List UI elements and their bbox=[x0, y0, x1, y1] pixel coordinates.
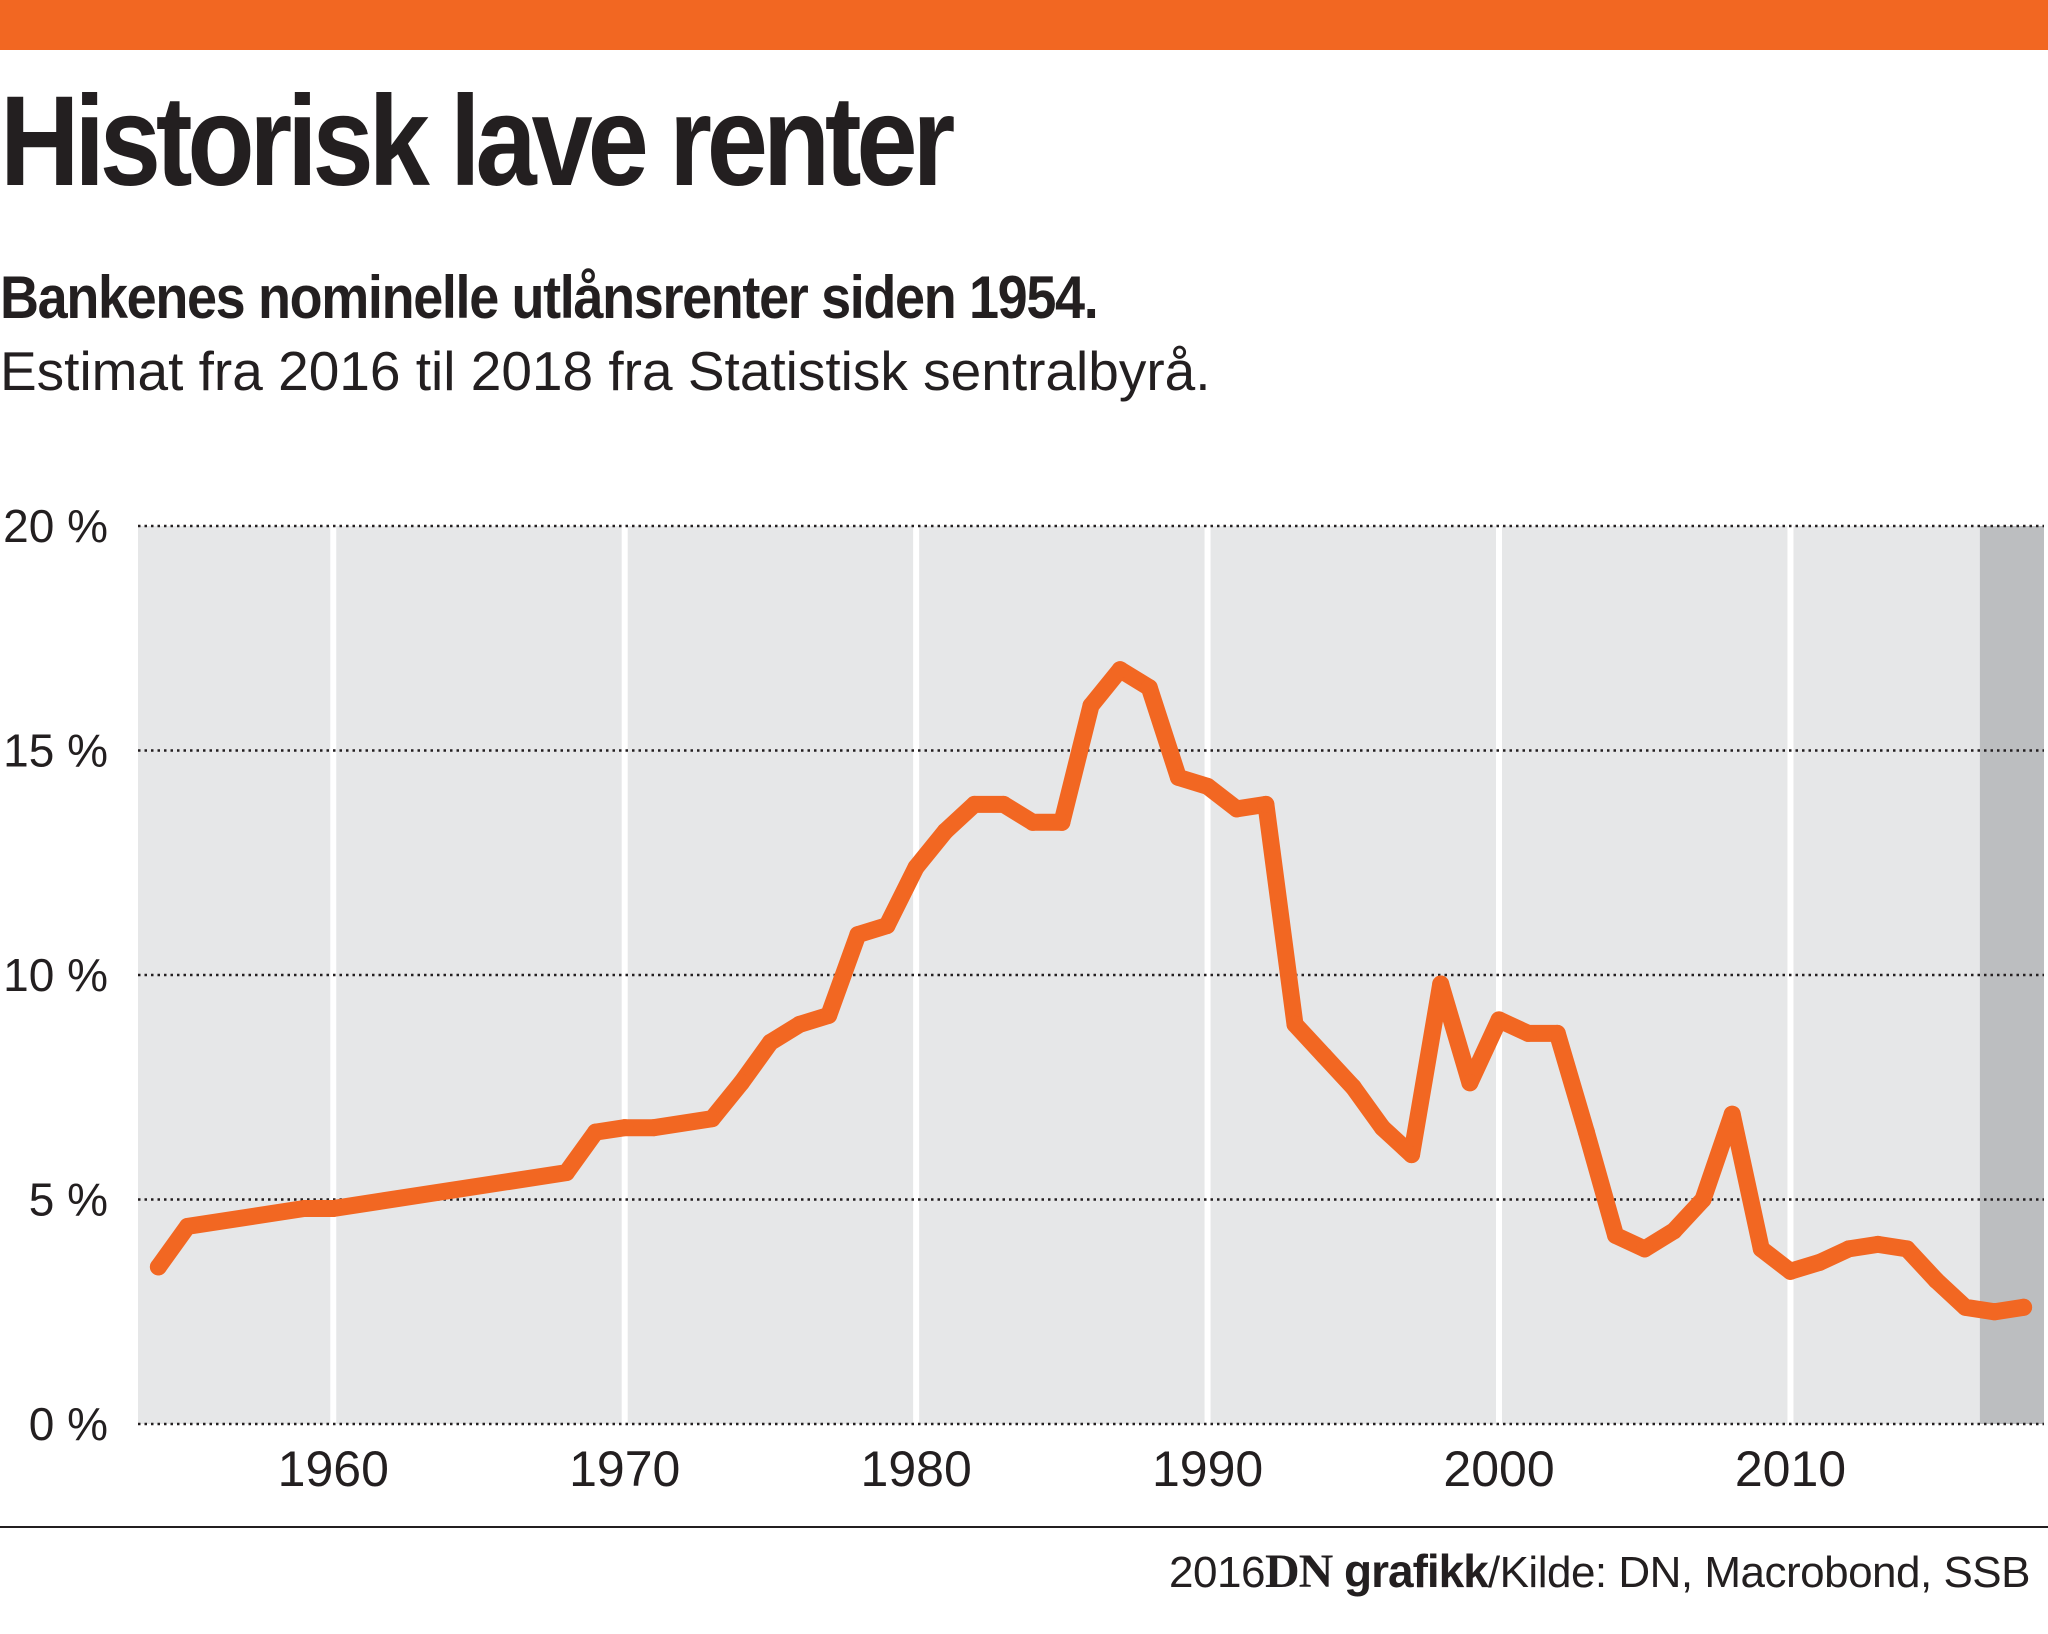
data-point bbox=[1607, 1226, 1625, 1244]
data-point bbox=[1403, 1146, 1421, 1164]
data-point bbox=[324, 1199, 342, 1217]
data-point bbox=[1577, 1123, 1595, 1141]
chart-subtitle: Bankenes nominelle utlånsrenter siden 19… bbox=[0, 264, 1099, 331]
data-point bbox=[1723, 1105, 1741, 1123]
data-point bbox=[1461, 1074, 1479, 1092]
y-tick-label: 5 % bbox=[29, 1174, 108, 1226]
y-tick-label: 0 % bbox=[29, 1398, 108, 1450]
data-point bbox=[1898, 1240, 1916, 1258]
y-tick-label: 10 % bbox=[3, 949, 108, 1001]
dn-logo: DN bbox=[1264, 1545, 1333, 1598]
footer-divider bbox=[0, 1526, 2048, 1528]
data-point bbox=[1811, 1253, 1829, 1271]
y-tick-label: 20 % bbox=[3, 500, 108, 552]
source-credit: 2016DN grafikk/Kilde: DN, Macrobond, SSB bbox=[1169, 1548, 2030, 1596]
data-point bbox=[820, 1006, 838, 1024]
data-point bbox=[1228, 800, 1246, 818]
data-point bbox=[1024, 813, 1042, 831]
data-point bbox=[1752, 1240, 1770, 1258]
data-point bbox=[1199, 777, 1217, 795]
data-point bbox=[1840, 1240, 1858, 1258]
data-point bbox=[179, 1217, 197, 1235]
y-tick-label: 15 % bbox=[3, 725, 108, 777]
data-point bbox=[1257, 795, 1275, 813]
data-point bbox=[761, 1033, 779, 1051]
credit-year: 2016 bbox=[1169, 1548, 1265, 1597]
data-points bbox=[149, 661, 2033, 1321]
data-point bbox=[907, 858, 925, 876]
x-axis-labels: 1960 1970 1980 1990 2000 2010 bbox=[278, 1441, 1846, 1497]
data-point bbox=[1053, 813, 1071, 831]
data-point bbox=[1869, 1235, 1887, 1253]
data-point bbox=[2015, 1298, 2033, 1316]
data-point bbox=[936, 822, 954, 840]
data-point bbox=[1344, 1078, 1362, 1096]
data-point bbox=[1636, 1240, 1654, 1258]
rate-line-chart: 0 % 5 % 10 % 15 % 20 % 1960 1970 1980 1990 2000 2… bbox=[3, 500, 2044, 1497]
data-point bbox=[1169, 768, 1187, 786]
data-point bbox=[1315, 1047, 1333, 1065]
page-title: Historisk lave renter bbox=[0, 70, 955, 213]
data-point bbox=[1140, 679, 1158, 697]
data-point bbox=[1373, 1119, 1391, 1137]
top-accent-bar bbox=[0, 0, 2048, 50]
x-tick-label: 1970 bbox=[569, 1441, 680, 1497]
x-tick-label: 1980 bbox=[861, 1441, 972, 1497]
data-point bbox=[1432, 975, 1450, 993]
x-tick-label: 2010 bbox=[1735, 1441, 1846, 1497]
source-text: /Kilde: DN, Macrobond, SSB bbox=[1487, 1548, 2031, 1597]
data-point bbox=[1111, 661, 1129, 679]
data-point bbox=[732, 1074, 750, 1092]
data-point bbox=[616, 1119, 634, 1137]
data-point bbox=[878, 917, 896, 935]
horizontal-gridlines bbox=[138, 524, 2044, 1426]
data-point bbox=[1548, 1024, 1566, 1042]
data-point bbox=[557, 1164, 575, 1182]
data-point bbox=[149, 1258, 167, 1276]
x-tick-label: 2000 bbox=[1443, 1441, 1554, 1497]
data-point bbox=[1956, 1298, 1974, 1316]
data-point bbox=[703, 1110, 721, 1128]
data-point bbox=[965, 795, 983, 813]
data-point bbox=[1694, 1191, 1712, 1208]
data-point bbox=[1927, 1271, 1945, 1289]
data-point bbox=[1519, 1024, 1537, 1042]
data-point bbox=[1082, 697, 1100, 715]
data-point bbox=[1985, 1303, 2003, 1321]
data-point bbox=[791, 1015, 809, 1033]
data-point bbox=[587, 1123, 605, 1141]
data-point bbox=[1286, 1015, 1304, 1033]
data-point bbox=[645, 1119, 663, 1137]
x-tick-label: 1990 bbox=[1152, 1441, 1263, 1497]
data-point bbox=[849, 926, 867, 944]
y-axis-labels: 0 % 5 % 10 % 15 % 20 % bbox=[3, 500, 108, 1450]
data-point bbox=[1665, 1222, 1683, 1240]
data-point bbox=[1490, 1011, 1508, 1029]
data-point bbox=[995, 795, 1013, 813]
data-point bbox=[1781, 1262, 1799, 1280]
grafikk-label: grafikk bbox=[1344, 1545, 1489, 1597]
chart-note: Estimat fra 2016 til 2018 fra Statistisk… bbox=[0, 340, 1211, 402]
x-tick-label: 1960 bbox=[278, 1441, 389, 1497]
data-point bbox=[295, 1199, 313, 1217]
